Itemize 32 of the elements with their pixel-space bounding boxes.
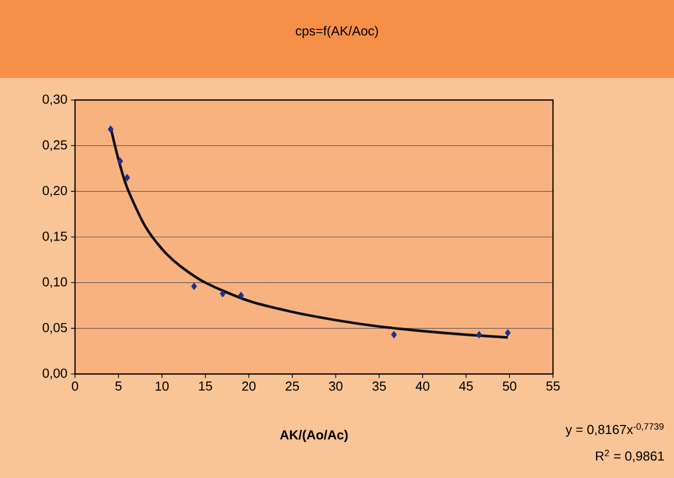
point xyxy=(220,290,226,298)
point xyxy=(476,330,482,339)
x-tick-label: 45 xyxy=(459,382,473,391)
chart-title: cps=f(AK/Aoc) xyxy=(296,26,378,38)
x-tick-label: 20 xyxy=(242,382,256,391)
x-axis-title: AK/(Ao/Ac) xyxy=(280,430,348,442)
y-tick-label: 0,05 xyxy=(42,322,67,334)
x-tick-label: 25 xyxy=(286,382,299,391)
x-tick-label: 55 xyxy=(546,382,560,391)
point xyxy=(504,329,511,337)
y-tick-label: 0,20 xyxy=(42,186,67,197)
y-tick-label: 0,00 xyxy=(42,368,67,380)
point xyxy=(191,282,197,290)
y-tick-label: 0,25 xyxy=(42,140,67,152)
x-tick-label: 50 xyxy=(502,382,516,391)
text: R$^{2}$ = 0,9861 xyxy=(596,450,664,462)
y-tick-label: 0,10 xyxy=(42,277,67,288)
point xyxy=(391,330,397,339)
x-tick-label: 5 xyxy=(115,382,122,391)
x-tick-label: 35 xyxy=(372,382,386,391)
y-tick-label: 0,15 xyxy=(42,232,67,242)
text: y = 0,8167x$^{-0,7739}$ xyxy=(566,423,664,437)
x-tick-label: 40 xyxy=(416,382,430,391)
point xyxy=(124,174,130,182)
y-tick-label: 0,30 xyxy=(42,94,67,106)
point xyxy=(238,292,244,300)
point xyxy=(108,125,114,134)
point xyxy=(117,157,124,165)
x-tick-label: 0 xyxy=(72,382,78,391)
x-tick-label: 15 xyxy=(199,382,212,391)
x-tick-label: 30 xyxy=(329,382,342,391)
x-tick-label: 10 xyxy=(156,382,169,391)
